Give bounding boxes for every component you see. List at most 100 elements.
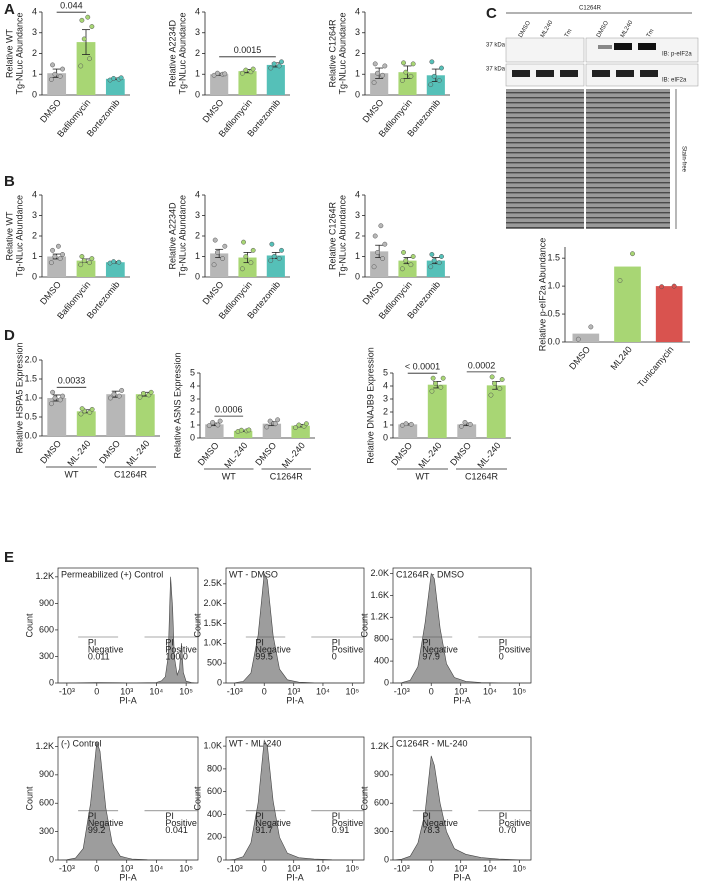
y-tick-label: 900 [39,598,54,608]
data-point [380,72,386,78]
data-point [371,264,377,270]
gate-name: Positive [499,644,531,654]
data-point [217,418,223,424]
gate-name: PI [255,811,264,821]
data-point [375,249,380,255]
data-point [239,70,245,76]
y-tick-label: 0 [195,89,200,99]
y-tick-label: 0.5 [547,308,560,318]
gate-value: 0.91 [332,825,350,835]
y-axis-label: Tg-NLuc Abundance [177,195,187,277]
band [536,70,554,77]
x-tick-label: 10⁵ [345,863,359,873]
data-point [137,394,143,400]
y-tick-label: 0 [383,432,388,442]
data-point [81,36,87,42]
data-point [222,71,228,77]
x-axis-label: PI-A [286,695,304,705]
y-axis-label: Tg-NLuc Abundance [337,12,347,94]
y-tick-label: 4 [32,189,37,199]
x-tick-label: ML-240 [124,438,151,468]
y-axis-label: Tg-NLuc Abundance [337,195,347,277]
group-label: WT [222,471,236,481]
data-point [276,63,282,69]
data-point [78,411,84,417]
y-tick-label: 3 [32,210,37,220]
y-tick-label: 200 [207,832,222,842]
marker-label: 37 kDa [486,43,506,49]
data-point [87,56,92,62]
histogram-area [392,755,532,861]
data-point [212,237,218,243]
gate-value: 100.0 [165,651,188,661]
data-point [429,59,435,65]
data-point [118,75,124,81]
bar [135,394,155,436]
x-tick-label: -10³ [59,686,75,696]
y-axis-label: Relative WT [4,28,14,78]
significance-label: 0.0033 [58,376,86,386]
data-point [268,258,274,264]
plot-frame [392,567,532,684]
x-tick-label: DMSO [38,438,63,465]
y-tick-label: 0 [32,89,37,99]
panel-title: WT - ML-240 [229,738,281,748]
data-point [296,422,302,428]
data-point [81,258,87,264]
y-axis-label: Count [192,613,202,638]
group-label: C1264R [114,469,148,479]
x-axis-label: PI-A [286,872,304,882]
gate-name: Negative [88,644,124,654]
data-point [89,24,95,29]
y-tick-label: 3 [32,27,37,37]
y-tick-label: 900 [374,769,389,779]
plot-frame [392,736,532,861]
data-point [52,395,58,401]
data-point [215,70,220,76]
gate-value: 0 [499,651,504,661]
data-point [403,258,409,264]
y-tick-label: 4 [32,6,37,16]
data-point [428,82,434,88]
y-axis-label: Relative A2234D [167,19,177,87]
y-tick-label: 0 [195,271,200,281]
histogram-area [57,576,199,684]
bar [76,411,96,436]
plot-frame [225,567,365,684]
gate-value: 0.041 [165,825,188,835]
x-tick-label: 10⁵ [512,686,526,696]
x-tick-label: Tunicamycin [636,344,676,389]
data-point [279,59,284,65]
y-tick-label: 1 [190,419,195,429]
data-point [78,262,84,268]
data-point [617,278,623,283]
gate-name: PI [422,637,431,647]
y-tick-label: 800 [207,763,222,773]
y-tick-label: 2 [383,406,388,416]
data-point [50,62,56,68]
y-tick-label: 0 [384,677,389,687]
data-point [429,252,435,257]
y-tick-label: 1.6K [370,590,389,600]
y-tick-label: 4 [195,6,200,16]
stain-free-gel [506,89,584,229]
x-tick-label: 10⁵ [179,863,193,873]
gate-name: Negative [88,818,124,828]
band [616,70,634,77]
y-tick-label: 0 [32,271,37,281]
gate-name: Negative [422,644,458,654]
data-point [220,256,226,261]
lane-label: DMSO [518,20,532,39]
bar [427,384,447,438]
data-point [141,390,146,396]
data-point [575,336,581,342]
gate-name: PI [165,637,174,647]
significance-label: < 0.0001 [405,362,440,372]
y-axis-label: Relative p-eIF2a Abundance [537,238,547,352]
data-point [275,417,281,423]
x-tick-label: DMSO [97,438,122,465]
y-tick-label: 1.2K [370,612,389,622]
group-label: WT [65,469,79,479]
gate-value: 0.011 [88,651,110,661]
data-point [57,73,63,79]
